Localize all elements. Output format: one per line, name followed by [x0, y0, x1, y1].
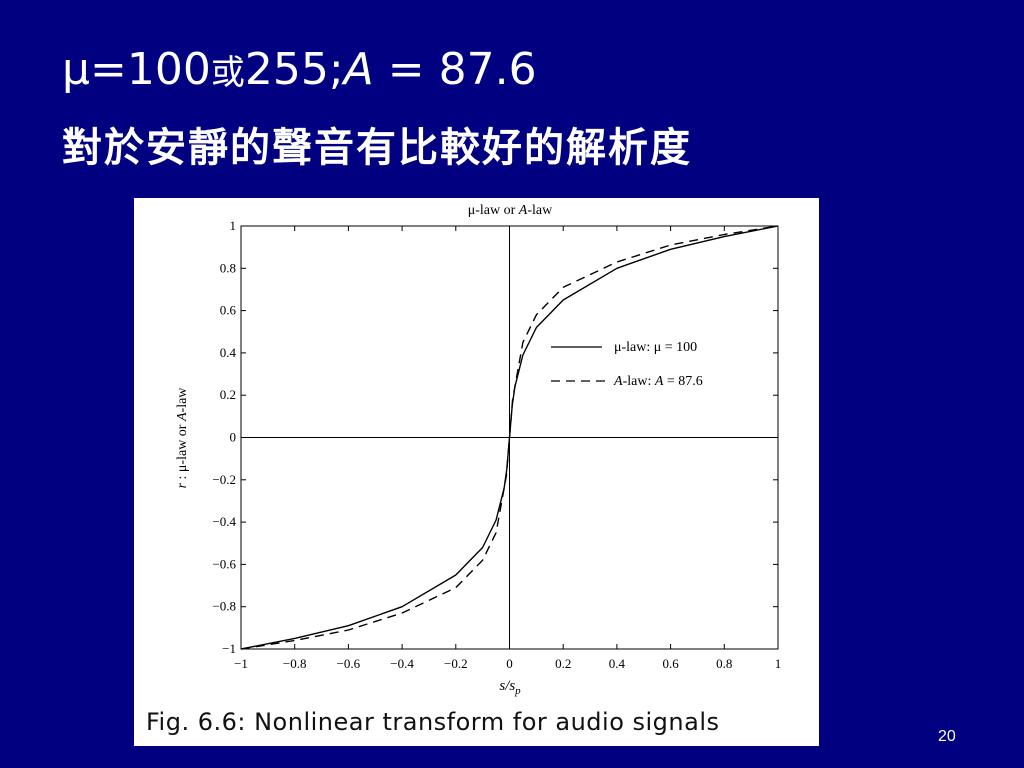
y-tick-label: −0.4 — [212, 514, 236, 529]
x-axis-label: s/sp — [499, 678, 521, 697]
y-tick-label: −0.2 — [212, 472, 236, 487]
x-tick-label: −0.4 — [390, 656, 414, 671]
y-axis-label: r : μ-law or A-law — [175, 387, 190, 489]
title-255-value: 255; — [244, 44, 344, 95]
x-tick-label: 0.2 — [555, 656, 571, 671]
chart-title-A-part: A — [518, 203, 528, 218]
chart-title: μ-law or A-law — [468, 203, 553, 218]
x-tick-label: −0.8 — [283, 656, 307, 671]
y-tick-group: 1 0.8 0.6 0.4 0.2 0 −0.2 −0.4 −0.6 −0.8 −1 — [212, 218, 778, 656]
x-tick-label: 0.4 — [609, 656, 626, 671]
series-group — [240, 225, 779, 650]
y-tick-label: −0.6 — [212, 556, 236, 571]
y-tick-label: 0.8 — [220, 260, 236, 275]
y-tick-label: 0 — [230, 430, 237, 445]
slide-title-line1: μ=100或255;A = 87.6 — [62, 44, 537, 99]
x-tick-label: 0.6 — [662, 656, 679, 671]
x-tick-label: −0.2 — [444, 656, 468, 671]
figure-caption: Fig. 6.6: Nonlinear transform for audio … — [146, 708, 720, 736]
x-tick-label: 0.8 — [716, 656, 732, 671]
x-tick-label: 0 — [506, 656, 513, 671]
x-tick-label: −0.6 — [337, 656, 361, 671]
chart-title-mu-part: μ-law or — [468, 203, 519, 218]
mu-law-a-law-chart: μ-law or A-law −1 −0.8 −0.6 −0.4 −0.2 0 0.2 0.4… — [175, 203, 781, 697]
title-A-symbol: A — [343, 44, 374, 95]
y-tick-label: 1 — [230, 218, 237, 233]
x-tick-label: −1 — [234, 656, 248, 671]
slide-title-line2: 對於安靜的聲音有比較好的解析度 — [62, 124, 692, 171]
x-tick-label: 1 — [775, 656, 782, 671]
series-line-a-law — [240, 225, 779, 650]
x-tick-group: −1 −0.8 −0.6 −0.4 −0.2 0 0.2 0.4 0.6 0.8 1 — [234, 226, 781, 671]
title-A-value: = 87.6 — [373, 44, 537, 95]
title-or-word: 或 — [210, 53, 245, 93]
y-tick-label: −1 — [222, 641, 236, 656]
legend-label-A: A-law: A = 87.6 — [613, 374, 703, 389]
legend-label-mu: μ-law: μ = 100 — [614, 340, 697, 355]
y-tick-label: 0.2 — [220, 387, 236, 402]
slide-number: 20 — [938, 728, 956, 745]
legend: μ-law: μ = 100 A-law: A = 87.6 — [551, 340, 703, 389]
figure-image: μ-law or A-law −1 −0.8 −0.6 −0.4 −0.2 0 0.2 0.4… — [134, 198, 819, 746]
title-mu-value: μ=100 — [62, 44, 211, 95]
y-tick-label: 0.4 — [220, 345, 237, 360]
chart-title-law-part: -law — [527, 203, 553, 218]
y-tick-label: 0.6 — [220, 303, 237, 318]
y-tick-label: −0.8 — [212, 599, 236, 614]
